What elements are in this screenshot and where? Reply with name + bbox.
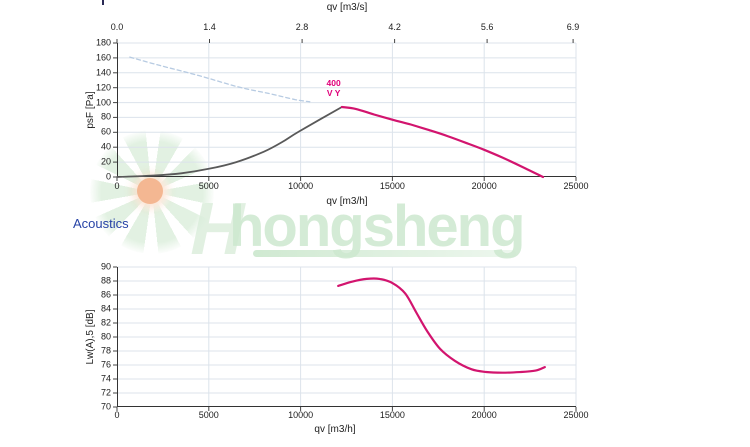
y-tick-label: 100 — [95, 97, 111, 108]
fan-curve-400V — [340, 105, 545, 179]
y-tick-label: 0 — [105, 171, 111, 182]
y-tick-label: 70 — [100, 401, 111, 412]
y-tick-label: 80 — [100, 331, 111, 342]
y-tick-label: 60 — [100, 126, 111, 137]
cropped-text-fragment — [102, 0, 104, 5]
curve-annotation: 400 V Y — [326, 78, 341, 98]
x2-axis-title: qv [m3/s] — [326, 2, 368, 13]
y-tick-label: 40 — [100, 141, 111, 152]
acoustics-section-heading: Acoustics — [73, 216, 129, 231]
y-tick-label: 180 — [95, 37, 111, 48]
acoustics-plot — [113, 266, 577, 411]
x-tick-label: 15000 — [379, 410, 405, 420]
y-tick-label: 86 — [100, 289, 111, 300]
y-tick-label: 84 — [100, 303, 111, 314]
system-resistance-curve — [116, 106, 343, 178]
y-axis-title: Lw(A),5 [dB] — [85, 309, 96, 365]
x2-tick-label: 6.9 — [566, 22, 580, 32]
x-tick-label: 10000 — [288, 410, 314, 420]
x-tick-label: 25000 — [563, 410, 589, 420]
x-tick-label: 20000 — [471, 181, 497, 191]
x2-tick-label: 1.4 — [203, 22, 216, 32]
x-tick-label: 20000 — [471, 410, 497, 420]
y-axis-title: psF [Pa] — [85, 91, 96, 129]
x2-tick-label: 2.8 — [295, 22, 309, 32]
y-tick-label: 74 — [100, 373, 111, 384]
x-tick-label: 10000 — [288, 181, 314, 191]
y-tick-label: 120 — [95, 82, 111, 93]
watermark-orange-dot-icon — [137, 178, 163, 204]
x-tick-label: 0 — [114, 410, 120, 420]
x-tick-label: 15000 — [379, 181, 405, 191]
x-tick-label: 5000 — [198, 181, 219, 191]
watermark-text: hongsheng — [229, 194, 526, 259]
watermark-underline — [253, 250, 516, 257]
y-tick-label: 82 — [100, 317, 111, 328]
y-tick-label: 88 — [100, 275, 111, 286]
air-plot — [113, 39, 577, 181]
y-tick-label: 20 — [100, 156, 111, 167]
x-tick-label: 25000 — [563, 181, 589, 191]
y-tick-label: 90 — [100, 261, 111, 272]
x2-tick-label: 0.0 — [110, 22, 124, 32]
x2-tick-label: 5.6 — [480, 22, 494, 32]
y-tick-label: 160 — [95, 52, 111, 63]
sound-power-level-curve — [337, 277, 546, 374]
x-tick-label: 0 — [114, 181, 120, 191]
y-tick-label: 78 — [100, 345, 111, 356]
x-tick-label: 5000 — [198, 410, 219, 420]
max-pressure-curve-dashed — [129, 56, 311, 103]
y-tick-label: 72 — [100, 387, 111, 398]
y-tick-label: 80 — [100, 111, 111, 122]
x2-tick-label: 4.2 — [388, 22, 401, 32]
y-tick-label: 140 — [95, 67, 111, 78]
x-axis-title: qv [m3/h] — [326, 196, 368, 207]
y-tick-label: 76 — [100, 359, 111, 370]
x-axis-title: qv [m3/h] — [314, 424, 356, 435]
